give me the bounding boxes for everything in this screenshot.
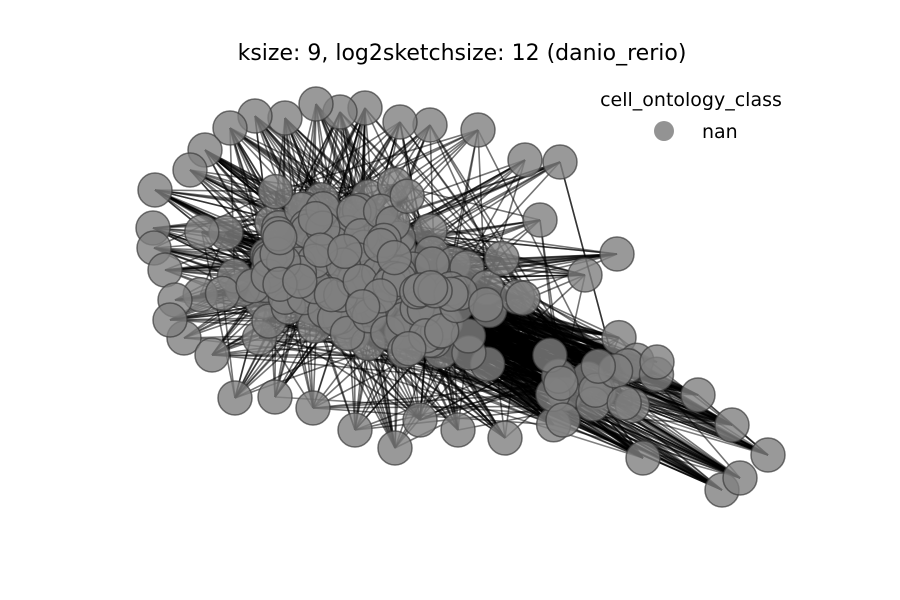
graph-node bbox=[599, 236, 635, 272]
graph-nodes bbox=[135, 86, 786, 508]
graph-node bbox=[377, 430, 413, 466]
chart-title: ksize: 9, log2sketchsize: 12 (danio_reri… bbox=[238, 41, 687, 66]
graph-node bbox=[507, 142, 543, 178]
graph-node bbox=[376, 239, 413, 276]
graph-node bbox=[412, 107, 448, 143]
graph-node bbox=[282, 263, 318, 299]
graph-node bbox=[172, 152, 208, 188]
graph-node bbox=[298, 86, 334, 122]
graph-node bbox=[484, 240, 520, 277]
graph-node bbox=[522, 202, 558, 238]
graph-edge bbox=[274, 396, 733, 426]
graph-node bbox=[327, 233, 363, 270]
graph-node bbox=[389, 178, 425, 214]
graph-node bbox=[194, 337, 230, 373]
graph-node bbox=[680, 377, 716, 413]
graph-node bbox=[487, 420, 523, 456]
graph-node bbox=[460, 112, 496, 148]
graph-node bbox=[722, 460, 758, 496]
graph-node bbox=[204, 275, 241, 312]
graph-node bbox=[184, 214, 220, 250]
graph-node bbox=[468, 286, 504, 323]
graph-node bbox=[257, 173, 294, 210]
graph-node bbox=[382, 104, 418, 140]
graph-node bbox=[639, 344, 675, 380]
graph-node bbox=[337, 412, 373, 448]
legend-title: cell_ontology_class bbox=[600, 89, 782, 111]
graph-node bbox=[402, 402, 438, 438]
graph-node bbox=[545, 402, 581, 438]
graph-edge bbox=[259, 337, 644, 459]
graph-node bbox=[714, 407, 750, 443]
graph-node bbox=[217, 380, 253, 416]
graph-node bbox=[257, 379, 293, 415]
graph-node bbox=[137, 172, 173, 208]
legend-label-nan: nan bbox=[702, 121, 738, 143]
legend: cell_ontology_class nan bbox=[600, 89, 782, 143]
graph-node bbox=[297, 200, 334, 237]
legend-marker-nan bbox=[654, 121, 674, 141]
graph-node bbox=[505, 280, 541, 316]
graph-node bbox=[606, 385, 642, 421]
graph-node bbox=[750, 437, 786, 473]
graph-edge bbox=[259, 337, 733, 426]
graph-edge bbox=[211, 354, 596, 391]
graph-node bbox=[625, 440, 661, 476]
graph-node bbox=[412, 270, 449, 306]
graph-node bbox=[543, 365, 579, 401]
graph-node bbox=[391, 330, 427, 367]
graph-node bbox=[147, 252, 183, 288]
graph-node bbox=[567, 257, 603, 293]
graph-node bbox=[440, 412, 476, 448]
graph-node bbox=[344, 288, 381, 325]
graph-node bbox=[580, 348, 617, 384]
graph-node bbox=[542, 144, 578, 180]
graph-node bbox=[152, 302, 188, 338]
graph-edge bbox=[229, 127, 369, 198]
graph-node bbox=[262, 219, 298, 256]
graph-node bbox=[295, 390, 331, 426]
graph-node bbox=[267, 100, 303, 136]
graph-node bbox=[212, 110, 248, 146]
